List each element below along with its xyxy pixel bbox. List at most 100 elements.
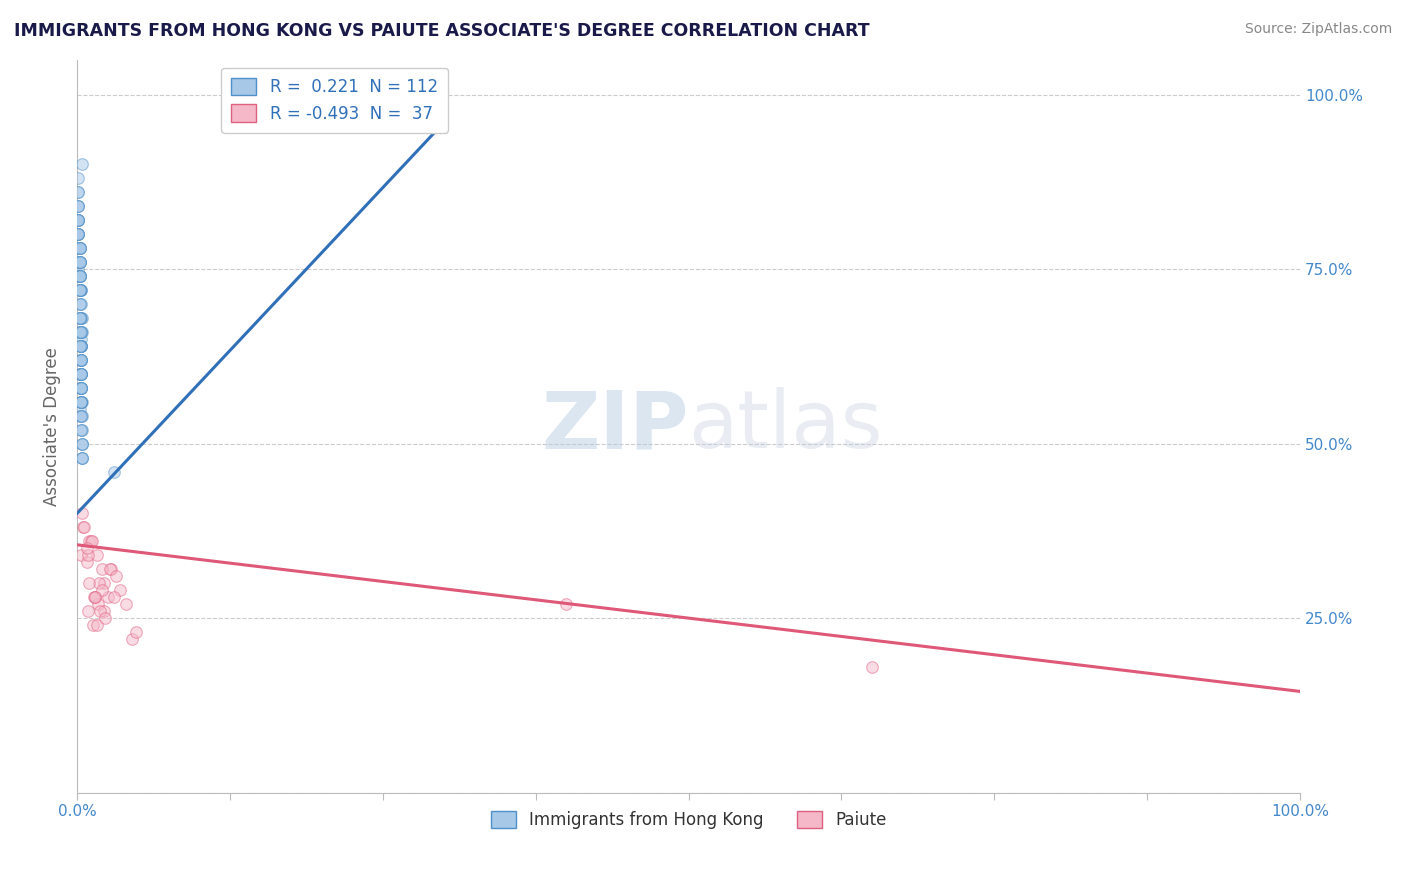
Point [86,549,108,563]
Point [69,310,91,325]
Point [97,590,120,604]
Point [69,241,91,255]
Point [69,381,91,395]
Point [69,352,91,367]
Text: IMMIGRANTS FROM HONG KONG VS PAIUTE ASSOCIATE'S DEGREE CORRELATION CHART: IMMIGRANTS FROM HONG KONG VS PAIUTE ASSO… [14,22,870,40]
Point [69,394,91,409]
Y-axis label: Associate's Degree: Associate's Degree [44,347,60,506]
Point [83,590,105,604]
Point [69,241,91,255]
Point [105,569,128,583]
Point [69,423,91,437]
Point [69,394,91,409]
Point [69,394,91,409]
Point [69,381,91,395]
Point [69,367,91,381]
Point [69,381,91,395]
Point [69,339,91,353]
Point [67,213,90,227]
Point [87,597,110,611]
Point [69,325,91,339]
Point [125,625,148,640]
Point [69,241,91,255]
Point [69,549,91,563]
Point [69,268,91,283]
Point [67,171,90,186]
Point [89,604,111,618]
Point [69,268,91,283]
Point [115,597,138,611]
Point [69,381,91,395]
Point [69,255,91,269]
Point [67,213,90,227]
Point [69,241,91,255]
Point [69,268,91,283]
Point [69,367,91,381]
Point [70,423,93,437]
Point [70,310,93,325]
Point [70,157,93,171]
Point [69,339,91,353]
Point [67,227,90,241]
Point [98,562,121,576]
Point [76,541,98,556]
Point [67,213,90,227]
Point [69,339,91,353]
Point [70,436,93,450]
Point [69,401,91,416]
Point [69,409,91,423]
Point [69,367,91,381]
Point [69,409,91,423]
Point [103,590,125,604]
Point [121,632,143,646]
Point [69,367,91,381]
Point [70,436,93,450]
Point [86,618,108,632]
Point [70,450,93,465]
Point [67,227,90,241]
Point [69,352,91,367]
Text: Source: ZipAtlas.com: Source: ZipAtlas.com [1244,22,1392,37]
Point [67,255,90,269]
Point [67,227,90,241]
Point [69,325,91,339]
Point [69,394,91,409]
Point [72,520,94,534]
Point [69,367,91,381]
Point [69,367,91,381]
Point [87,576,110,591]
Point [94,611,117,625]
Point [69,325,91,339]
Point [69,283,91,297]
Point [67,199,90,213]
Point [108,583,131,598]
Point [70,450,93,465]
Point [69,255,91,269]
Point [69,381,91,395]
Point [69,283,91,297]
Point [555,597,578,611]
Point [70,450,93,465]
Point [69,310,91,325]
Point [69,423,91,437]
Point [69,332,91,346]
Point [69,367,91,381]
Point [76,555,98,569]
Point [67,268,90,283]
Point [100,562,122,576]
Point [67,227,90,241]
Point [69,339,91,353]
Point [69,409,91,423]
Point [69,339,91,353]
Point [69,268,91,283]
Point [67,199,90,213]
Point [70,409,93,423]
Point [82,618,104,632]
Point [69,381,91,395]
Point [69,325,91,339]
Point [84,590,107,604]
Point [79,534,101,549]
Point [69,283,91,297]
Point [69,394,91,409]
Point [69,283,91,297]
